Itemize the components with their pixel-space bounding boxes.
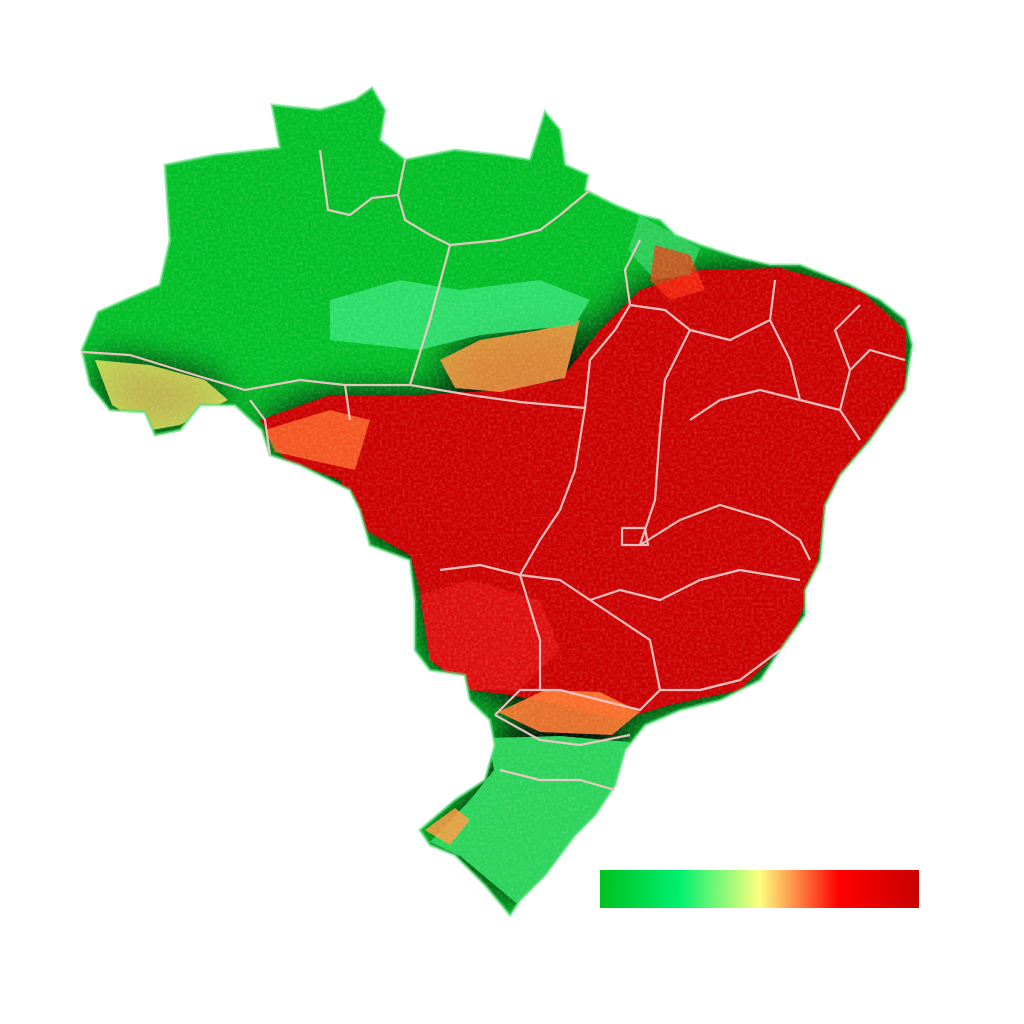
color-scale-legend — [600, 870, 919, 908]
state-borders — [81, 149, 906, 792]
